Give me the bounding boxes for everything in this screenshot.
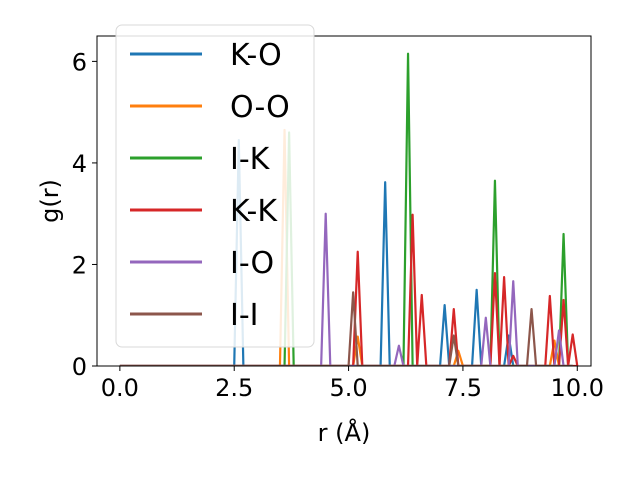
legend-label: K-O xyxy=(230,38,282,73)
series-line-k-k xyxy=(119,213,579,366)
legend-item: K-K xyxy=(130,194,278,229)
legend-label: K-K xyxy=(230,194,278,229)
y-axis-title: g(r) xyxy=(36,179,64,223)
y-tick-label: 6 xyxy=(72,48,87,76)
y-tick-label: 4 xyxy=(72,150,87,178)
legend-item: I-I xyxy=(130,298,259,333)
legend-box xyxy=(115,24,315,348)
series-line-i-i xyxy=(119,291,573,366)
axes: 0.0 2.5 5.0 7.5 10.0 0 2 4 6 r (Å) g(r) xyxy=(36,35,604,447)
x-tick-label: 0.0 xyxy=(101,374,139,402)
x-tick-label: 5.0 xyxy=(329,374,367,402)
x-tick-label: 2.5 xyxy=(215,374,253,402)
legend-label: I-K xyxy=(230,142,271,177)
legend-item: K-O xyxy=(130,38,282,73)
series-line-i-o xyxy=(119,212,573,366)
y-tick-label: 2 xyxy=(72,251,87,279)
legend-label: I-I xyxy=(230,298,259,333)
legend-label: I-O xyxy=(230,246,274,281)
legend: K-O O-O I-K K-K I-O I-I xyxy=(115,24,315,348)
legend-item: O-O xyxy=(130,90,290,125)
legend-item: I-O xyxy=(130,246,274,281)
legend-label: O-O xyxy=(230,90,290,125)
y-tick-label: 0 xyxy=(72,353,87,381)
legend-item: I-K xyxy=(130,142,271,177)
x-tick-label: 7.5 xyxy=(444,374,482,402)
x-tick-label: 10.0 xyxy=(551,374,604,402)
x-axis-title: r (Å) xyxy=(318,418,371,447)
axes-frame xyxy=(96,35,592,367)
